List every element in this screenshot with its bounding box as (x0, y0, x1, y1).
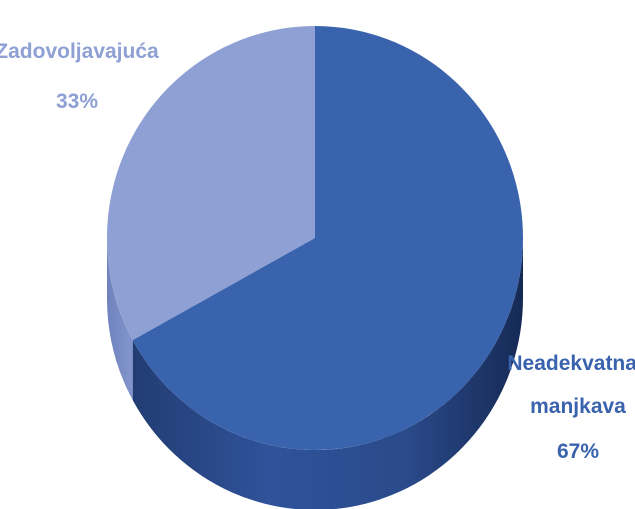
pie-slice-side-0-0 (107, 238, 133, 401)
pie-slice-0 (107, 26, 315, 341)
pie-slice-side-1-1 (132, 238, 523, 509)
pie-side-group (107, 238, 523, 509)
pie-top-group (107, 26, 523, 450)
pie-slice-1 (132, 26, 523, 450)
